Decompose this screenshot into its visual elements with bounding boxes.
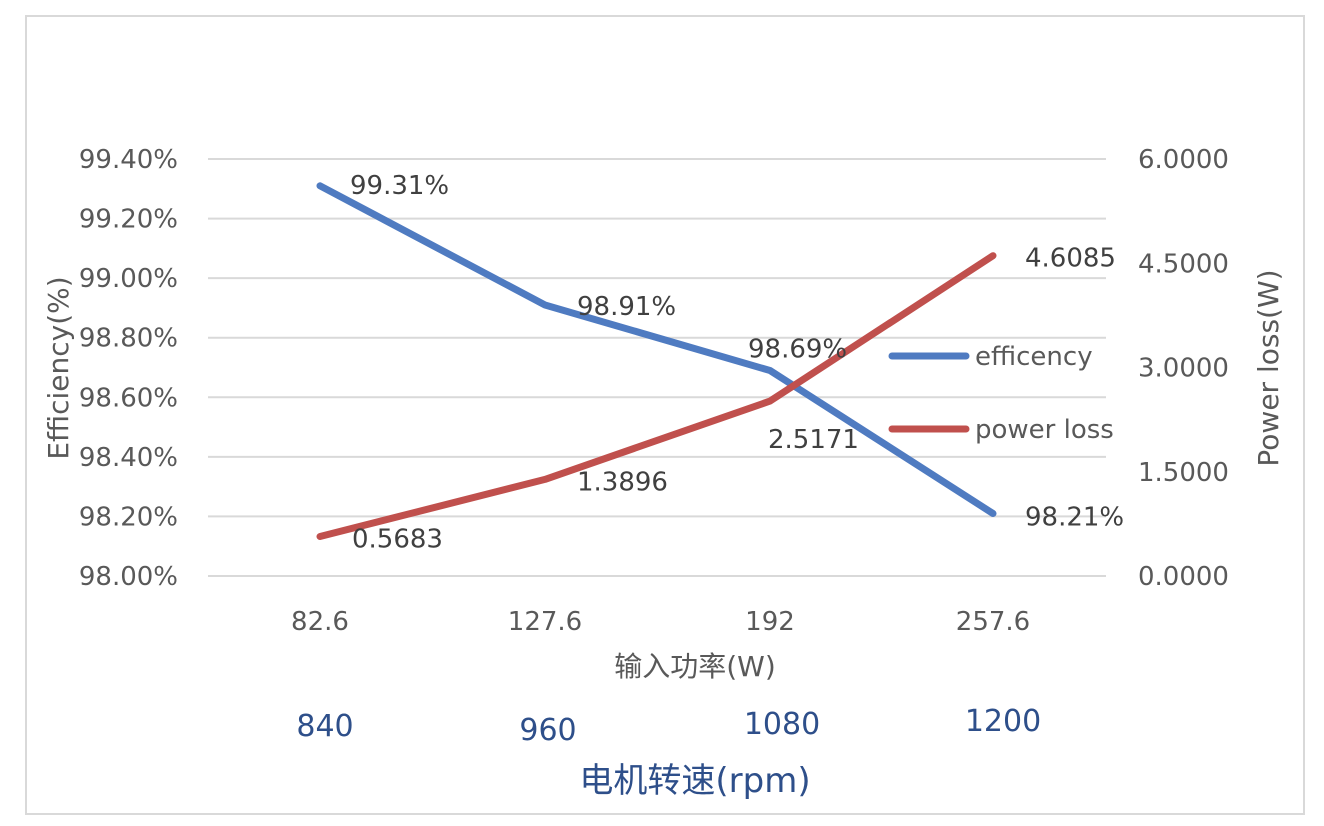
x-axis-ticks: 82.6 127.6 192 257.6	[291, 607, 1030, 637]
right-axis-ticks: 0.0000 1.5000 3.0000 4.5000 6.0000	[1138, 145, 1229, 592]
gridlines	[208, 158, 1106, 577]
x-tick-label: 127.6	[508, 607, 582, 637]
right-tick-label: 3.0000	[1138, 354, 1229, 384]
left-tick-label: 99.40%	[79, 145, 178, 175]
left-tick-label: 98.60%	[79, 383, 178, 413]
left-axis-title: Efficiency(%)	[42, 276, 75, 459]
right-axis-title: Power loss(W)	[1252, 269, 1285, 466]
x-tick-label: 82.6	[291, 607, 349, 637]
left-tick-label: 99.00%	[79, 264, 178, 294]
legend-label: efficency	[975, 342, 1093, 372]
rpm-axis: 840 960 1080 1200	[296, 704, 1041, 748]
data-labels: 99.31% 98.91% 98.69% 98.21% 0.5683 1.3896 2.51…	[350, 171, 1124, 555]
x-tick-label: 257.6	[956, 607, 1030, 637]
left-tick-label: 98.20%	[79, 502, 178, 532]
right-tick-label: 0.0000	[1138, 562, 1229, 592]
chart-frame	[25, 15, 1305, 815]
series-line-efficency	[316, 182, 997, 517]
left-tick-label: 99.20%	[79, 205, 178, 235]
rpm-tick-label: 1080	[744, 707, 820, 742]
power-loss-data-label: 1.3896	[577, 467, 668, 497]
x-tick-label: 192	[745, 607, 795, 637]
rpm-tick-label: 1200	[965, 704, 1041, 739]
left-tick-label: 98.40%	[79, 443, 178, 473]
rpm-tick-label: 960	[519, 713, 576, 748]
right-tick-label: 4.5000	[1138, 249, 1229, 279]
efficiency-data-label: 98.69%	[748, 334, 847, 364]
right-tick-label: 1.5000	[1138, 458, 1229, 488]
right-tick-label: 6.0000	[1138, 145, 1229, 175]
efficiency-data-label: 98.21%	[1025, 502, 1124, 532]
left-axis-ticks: 98.00% 98.20% 98.40% 98.60% 98.80% 99.00% 99.2…	[79, 145, 178, 592]
efficiency-data-label: 98.91%	[577, 292, 676, 322]
left-tick-label: 98.00%	[79, 562, 178, 592]
rpm-axis-title: 电机转速(rpm)	[579, 761, 810, 801]
rpm-tick-label: 840	[296, 709, 353, 744]
series-line-power-loss	[316, 252, 997, 540]
efficiency-data-label: 99.31%	[350, 171, 449, 201]
legend-label: power loss	[975, 415, 1114, 445]
x-axis-title: 输入功率(W)	[614, 650, 776, 683]
left-tick-label: 98.80%	[79, 324, 178, 354]
series-lines	[316, 182, 997, 540]
power-loss-data-label: 0.5683	[352, 525, 443, 555]
power-loss-data-label: 4.6085	[1025, 244, 1116, 274]
legend: efficency power loss	[888, 342, 1114, 445]
power-loss-data-label: 2.5171	[768, 425, 859, 455]
